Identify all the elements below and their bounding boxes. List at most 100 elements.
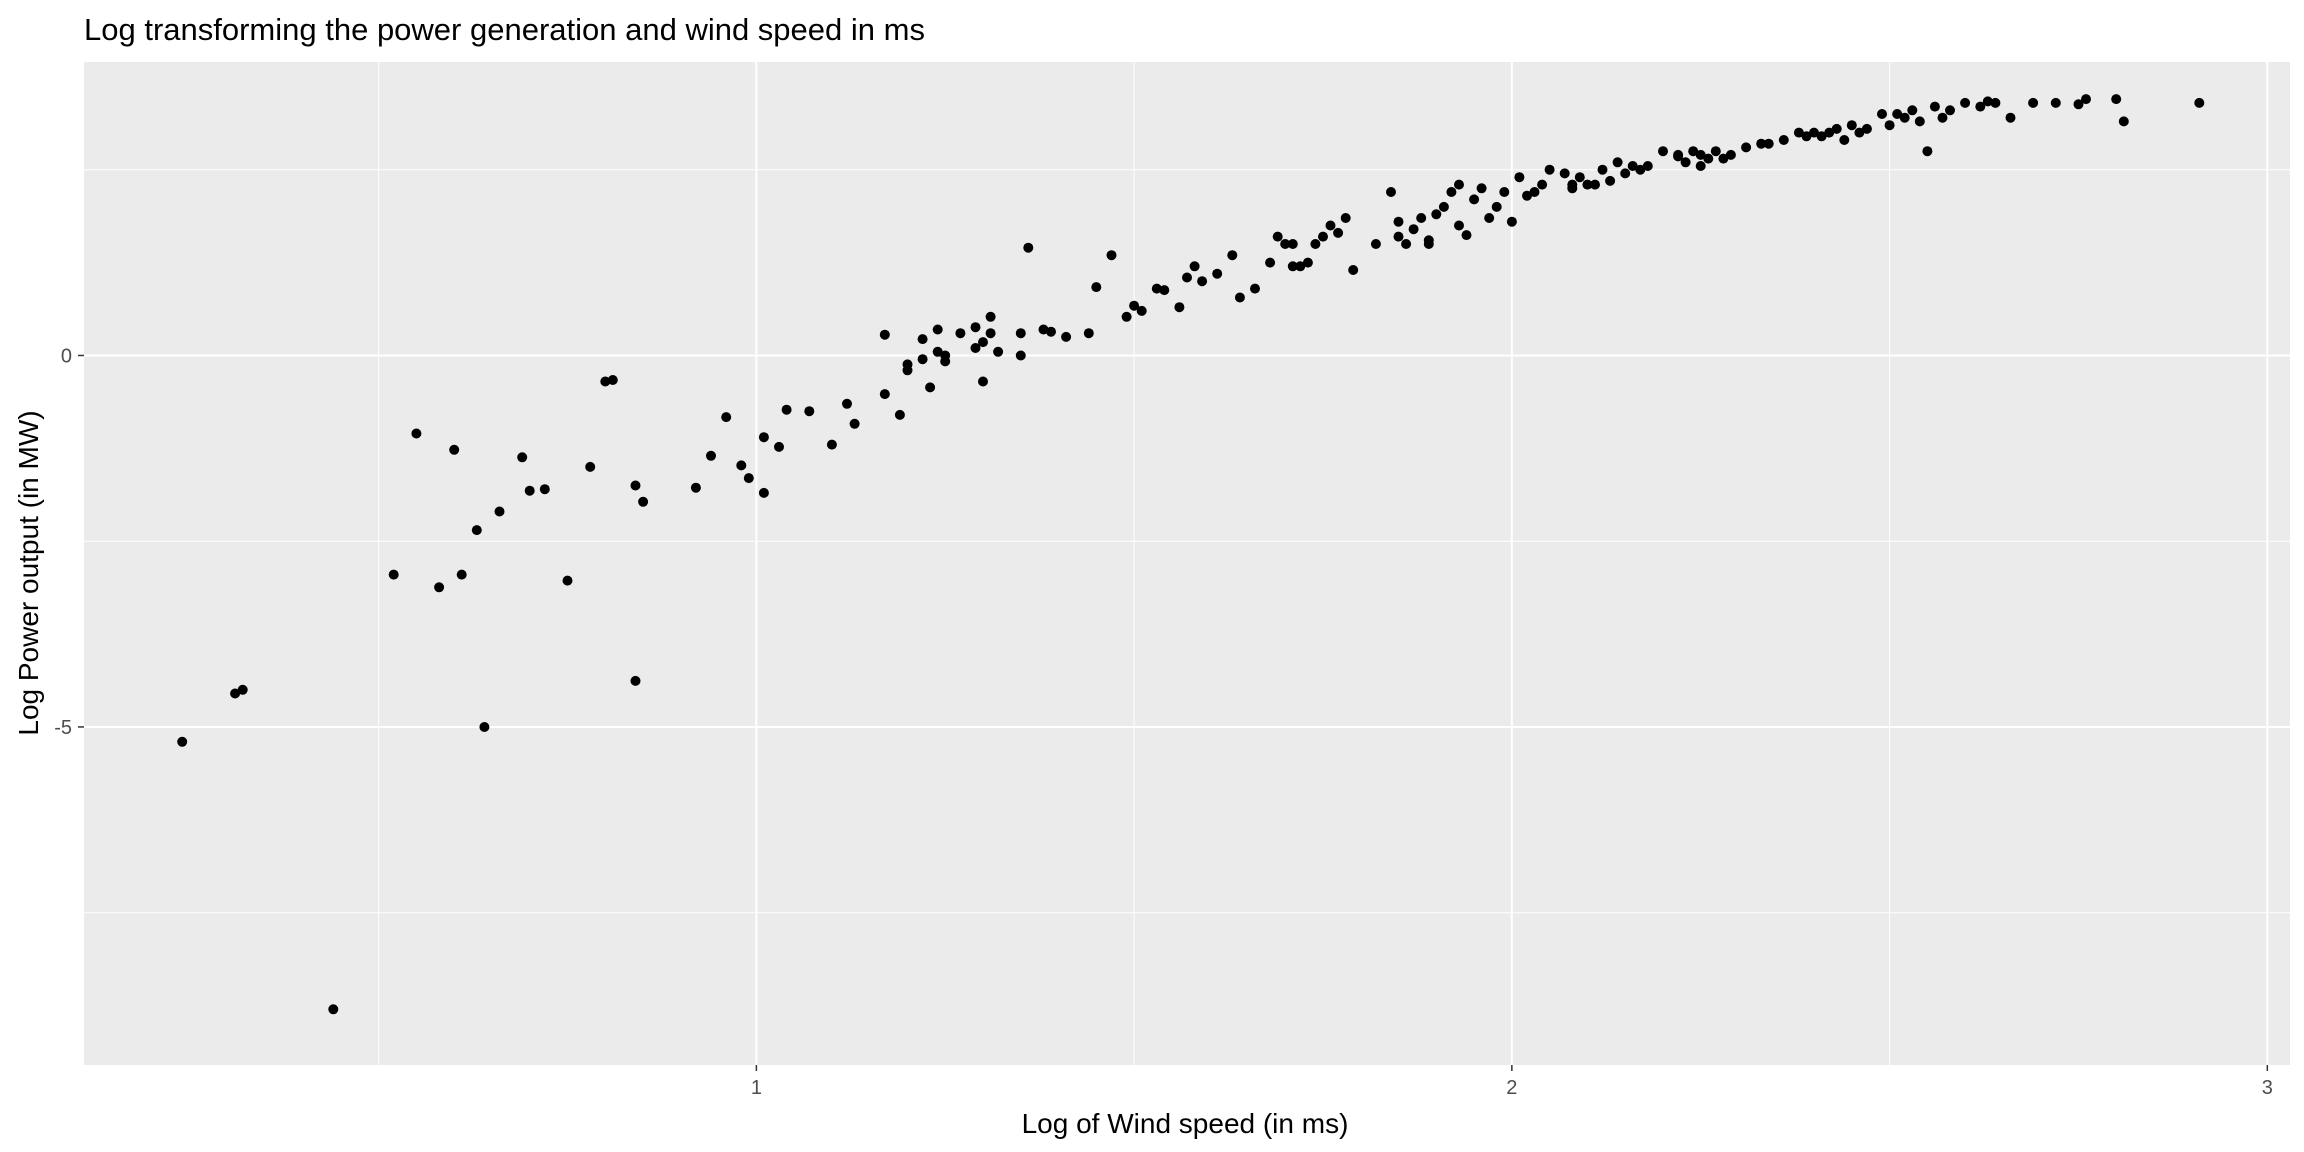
data-point-59 bbox=[1046, 326, 1056, 337]
data-point-51 bbox=[978, 376, 988, 387]
data-point-65 bbox=[1129, 300, 1140, 311]
x-axis-title: Log of Wind speed (in ms) bbox=[1022, 1108, 1349, 1139]
data-point-118 bbox=[1567, 183, 1578, 194]
data-point-44 bbox=[932, 324, 943, 335]
data-point-147 bbox=[1816, 131, 1827, 142]
data-point-70 bbox=[1182, 272, 1192, 283]
data-point-153 bbox=[1861, 123, 1872, 134]
data-point-141 bbox=[1756, 138, 1767, 149]
data-point-90 bbox=[1370, 239, 1381, 249]
y-axis-title: Log Power output (in MW) bbox=[13, 410, 44, 735]
data-point-105 bbox=[1469, 194, 1480, 205]
data-point-61 bbox=[1083, 328, 1094, 339]
data-point-1 bbox=[230, 688, 241, 699]
data-point-23 bbox=[706, 450, 716, 461]
data-point-18 bbox=[607, 375, 618, 385]
data-point-104 bbox=[1461, 230, 1472, 241]
data-point-26 bbox=[743, 473, 754, 484]
data-point-8 bbox=[456, 569, 467, 580]
data-point-35 bbox=[879, 389, 890, 400]
data-point-163 bbox=[1945, 105, 1955, 116]
data-point-122 bbox=[1597, 164, 1608, 175]
data-point-175 bbox=[2194, 97, 2205, 108]
data-point-22 bbox=[690, 482, 701, 493]
data-point-170 bbox=[2050, 97, 2061, 108]
x-axis: 1 2 3 bbox=[751, 1065, 2273, 1099]
data-point-47 bbox=[955, 328, 966, 339]
data-point-19 bbox=[630, 675, 641, 686]
data-point-133 bbox=[1688, 146, 1699, 157]
data-point-96 bbox=[1416, 213, 1427, 223]
data-point-83 bbox=[1302, 257, 1313, 268]
data-point-157 bbox=[1899, 112, 1910, 123]
data-point-102 bbox=[1454, 220, 1464, 231]
data-point-21 bbox=[638, 496, 649, 507]
data-point-167 bbox=[1990, 97, 2001, 108]
data-point-55 bbox=[1015, 350, 1026, 361]
data-point-7 bbox=[449, 444, 460, 455]
data-point-158 bbox=[1907, 105, 1918, 116]
data-point-120 bbox=[1582, 179, 1593, 190]
data-point-25 bbox=[736, 460, 747, 471]
data-point-48 bbox=[970, 343, 981, 353]
data-point-101 bbox=[1446, 187, 1457, 197]
data-point-56 bbox=[1015, 328, 1026, 339]
data-point-108 bbox=[1491, 201, 1502, 212]
data-points bbox=[177, 94, 2205, 1015]
data-point-154 bbox=[1877, 109, 1887, 119]
data-point-103 bbox=[1454, 179, 1464, 190]
data-point-13 bbox=[524, 485, 535, 496]
data-point-146 bbox=[1809, 127, 1819, 138]
data-point-159 bbox=[1914, 116, 1925, 127]
data-point-52 bbox=[985, 328, 996, 339]
data-point-94 bbox=[1401, 239, 1412, 249]
data-point-68 bbox=[1159, 285, 1170, 296]
data-point-6 bbox=[434, 582, 445, 593]
data-point-24 bbox=[721, 412, 732, 423]
data-point-114 bbox=[1537, 179, 1548, 190]
data-point-15 bbox=[562, 575, 573, 586]
y-axis: 0 -5 bbox=[54, 345, 84, 739]
data-point-100 bbox=[1438, 201, 1449, 212]
data-point-151 bbox=[1846, 120, 1857, 131]
data-point-81 bbox=[1287, 261, 1298, 272]
data-point-67 bbox=[1151, 283, 1162, 294]
data-point-110 bbox=[1506, 216, 1517, 227]
data-point-131 bbox=[1673, 151, 1684, 162]
data-point-115 bbox=[1544, 164, 1555, 175]
data-point-29 bbox=[774, 441, 784, 452]
data-point-57 bbox=[1023, 242, 1034, 253]
data-point-74 bbox=[1227, 250, 1238, 261]
data-point-134 bbox=[1695, 149, 1706, 160]
data-point-27 bbox=[758, 432, 769, 443]
data-point-50 bbox=[978, 337, 988, 348]
data-point-17 bbox=[600, 376, 611, 387]
chart-title: Log transforming the power generation an… bbox=[84, 12, 925, 47]
data-point-95 bbox=[1408, 224, 1419, 235]
data-point-79 bbox=[1280, 239, 1291, 249]
data-point-116 bbox=[1559, 168, 1570, 179]
data-point-72 bbox=[1197, 276, 1208, 287]
data-point-54 bbox=[993, 346, 1004, 357]
data-point-69 bbox=[1174, 302, 1185, 313]
data-point-169 bbox=[2028, 97, 2039, 108]
data-point-144 bbox=[1793, 127, 1804, 138]
data-point-107 bbox=[1484, 213, 1495, 223]
data-point-87 bbox=[1340, 213, 1351, 223]
data-point-9 bbox=[471, 525, 482, 536]
data-point-164 bbox=[1960, 97, 1971, 108]
data-point-145 bbox=[1801, 131, 1812, 142]
data-point-60 bbox=[1061, 331, 1072, 342]
data-point-174 bbox=[2118, 116, 2129, 127]
data-point-132 bbox=[1680, 157, 1691, 168]
data-point-112 bbox=[1522, 190, 1532, 201]
data-point-111 bbox=[1514, 172, 1525, 183]
data-point-140 bbox=[1741, 142, 1752, 153]
data-point-2 bbox=[237, 684, 248, 695]
data-point-58 bbox=[1038, 324, 1049, 335]
data-point-143 bbox=[1778, 135, 1789, 145]
data-point-36 bbox=[879, 329, 890, 340]
data-point-41 bbox=[917, 354, 928, 365]
data-point-119 bbox=[1574, 172, 1585, 183]
data-point-125 bbox=[1620, 168, 1631, 179]
